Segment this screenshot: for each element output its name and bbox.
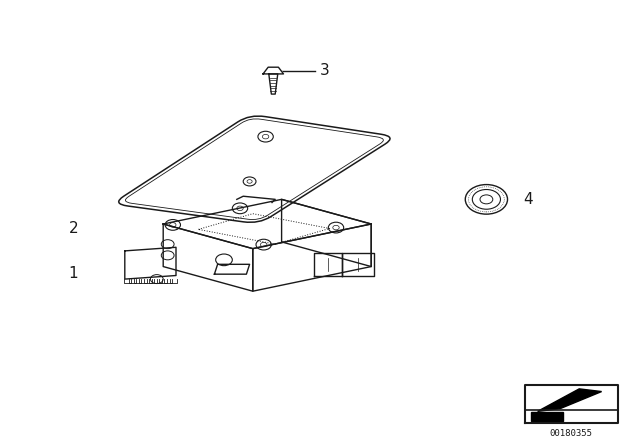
Polygon shape (269, 74, 278, 94)
Text: 00180355: 00180355 (550, 429, 593, 438)
Text: 4: 4 (524, 192, 533, 207)
Text: 1: 1 (68, 266, 79, 281)
Polygon shape (263, 67, 284, 74)
Polygon shape (531, 412, 563, 421)
Text: 3: 3 (319, 63, 329, 78)
Polygon shape (538, 389, 602, 411)
Text: 2: 2 (68, 221, 79, 236)
